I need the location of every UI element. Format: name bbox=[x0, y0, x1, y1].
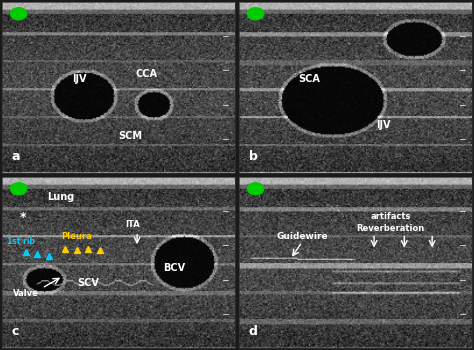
Text: BCV: BCV bbox=[163, 262, 185, 273]
Text: Guidewire: Guidewire bbox=[276, 232, 328, 241]
Text: ITA: ITA bbox=[125, 220, 140, 229]
Text: SCA: SCA bbox=[298, 74, 320, 84]
Text: c: c bbox=[12, 325, 19, 338]
Text: IJV: IJV bbox=[72, 74, 86, 84]
Text: b: b bbox=[249, 150, 257, 163]
Text: artifacts: artifacts bbox=[370, 212, 410, 221]
Text: d: d bbox=[249, 325, 257, 338]
Text: Valve: Valve bbox=[13, 289, 38, 298]
Text: IJV: IJV bbox=[376, 120, 391, 130]
Circle shape bbox=[247, 183, 264, 195]
Circle shape bbox=[247, 8, 264, 20]
Circle shape bbox=[10, 8, 27, 20]
Text: 1st rib: 1st rib bbox=[7, 237, 35, 246]
Text: *: * bbox=[20, 211, 27, 224]
Text: SCV: SCV bbox=[77, 278, 99, 288]
Text: a: a bbox=[12, 150, 20, 163]
Circle shape bbox=[10, 183, 27, 195]
Text: CCA: CCA bbox=[136, 69, 157, 79]
Text: Reverberation: Reverberation bbox=[356, 224, 424, 233]
Text: Pleura: Pleura bbox=[61, 232, 92, 241]
Text: SCM: SCM bbox=[118, 131, 142, 140]
Text: Lung: Lung bbox=[47, 193, 74, 202]
